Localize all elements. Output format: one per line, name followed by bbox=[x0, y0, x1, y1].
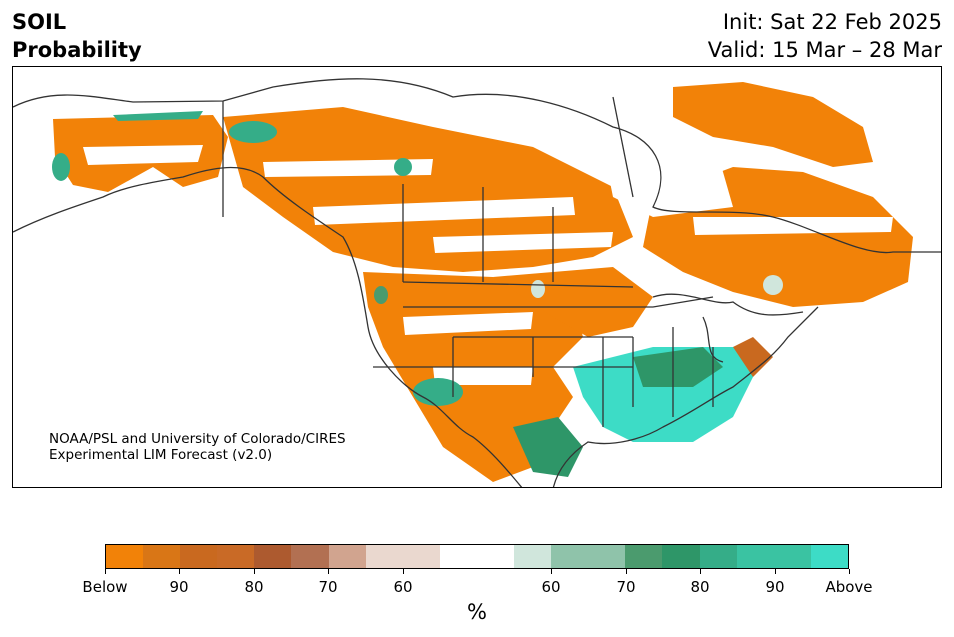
colorbar-tick-label: 80 bbox=[690, 578, 710, 596]
colorbar-tick bbox=[254, 569, 255, 574]
init-date: Init: Sat 22 Feb 2025 bbox=[722, 10, 942, 34]
bc-above bbox=[374, 286, 388, 304]
southwest-above bbox=[413, 378, 463, 406]
colorbar-segment bbox=[402, 545, 440, 568]
colorbar-tick bbox=[849, 569, 850, 574]
colorbar-tick bbox=[626, 569, 627, 574]
colorbar-tick-label: 60 bbox=[541, 578, 561, 596]
colorbar-tick bbox=[105, 569, 106, 574]
credit-line-1: NOAA/PSL and University of Colorado/CIRE… bbox=[49, 431, 346, 447]
colorbar-tick-label: 70 bbox=[318, 578, 338, 596]
ohio-valley-above bbox=[633, 347, 723, 387]
colorbar-tick-label: 90 bbox=[169, 578, 189, 596]
colorbar-tick-label: Below bbox=[82, 578, 128, 596]
colorbar-segment bbox=[106, 545, 144, 568]
colorbar-segment bbox=[254, 545, 292, 568]
boundaries bbox=[13, 78, 941, 487]
colorbar-segment bbox=[588, 545, 626, 568]
colorbar bbox=[105, 544, 849, 569]
colorbar-tick bbox=[551, 569, 552, 574]
colorbar-segment bbox=[180, 545, 218, 568]
colorbar-tick-label: 90 bbox=[765, 578, 785, 596]
forecast-dates: Init: Sat 22 Feb 2025 Valid: 15 Mar – 28… bbox=[708, 8, 942, 64]
credit-note: NOAA/PSL and University of Colorado/CIRE… bbox=[49, 431, 346, 463]
colorbar-segment bbox=[143, 545, 181, 568]
colorbar-segment bbox=[736, 545, 774, 568]
colorbar-tick bbox=[403, 569, 404, 574]
arctic-below bbox=[673, 82, 873, 167]
map-canvas bbox=[13, 78, 941, 487]
yukon-above bbox=[229, 121, 277, 143]
colorbar-tick-label: 70 bbox=[616, 578, 636, 596]
variable-label: SOIL bbox=[12, 10, 67, 34]
colorbar-segment bbox=[328, 545, 366, 568]
nwt-above bbox=[394, 158, 412, 176]
quebec-weak bbox=[763, 275, 783, 295]
colorbar-segment bbox=[291, 545, 329, 568]
map-title: SOIL Probability bbox=[12, 8, 142, 64]
credit-line-2: Experimental LIM Forecast (v2.0) bbox=[49, 447, 273, 463]
canada-below bbox=[223, 107, 633, 272]
colorbar-segment bbox=[439, 545, 477, 568]
arctic-above bbox=[113, 111, 203, 121]
colorbar-segment bbox=[773, 545, 811, 568]
colorbar-segment bbox=[662, 545, 700, 568]
colorbar-segment bbox=[365, 545, 403, 568]
colorbar-tick bbox=[328, 569, 329, 574]
colorbar-tick-label: Above bbox=[825, 578, 873, 596]
alaska-west-above bbox=[52, 153, 70, 181]
product-label: Probability bbox=[12, 38, 142, 62]
colorbar-segment bbox=[810, 545, 848, 568]
colorbar-tick bbox=[775, 569, 776, 574]
colorbar-segment bbox=[476, 545, 515, 568]
colorbar-tick-label: 80 bbox=[244, 578, 264, 596]
colorbar-tick-label: 60 bbox=[393, 578, 413, 596]
colorbar-segment bbox=[551, 545, 589, 568]
colorbar-segment bbox=[699, 545, 737, 568]
colorbar-segment bbox=[217, 545, 255, 568]
colorbar-segment bbox=[514, 545, 552, 568]
forecast-map[interactable] bbox=[12, 66, 942, 488]
midwest-weak bbox=[531, 280, 545, 298]
valid-range: Valid: 15 Mar – 28 Mar bbox=[707, 38, 942, 62]
colorbar-segment bbox=[625, 545, 663, 568]
colorbar-tick bbox=[179, 569, 180, 574]
white-gaps bbox=[83, 137, 893, 385]
colorbar-tick bbox=[700, 569, 701, 574]
colorbar-unit: % bbox=[467, 600, 487, 624]
